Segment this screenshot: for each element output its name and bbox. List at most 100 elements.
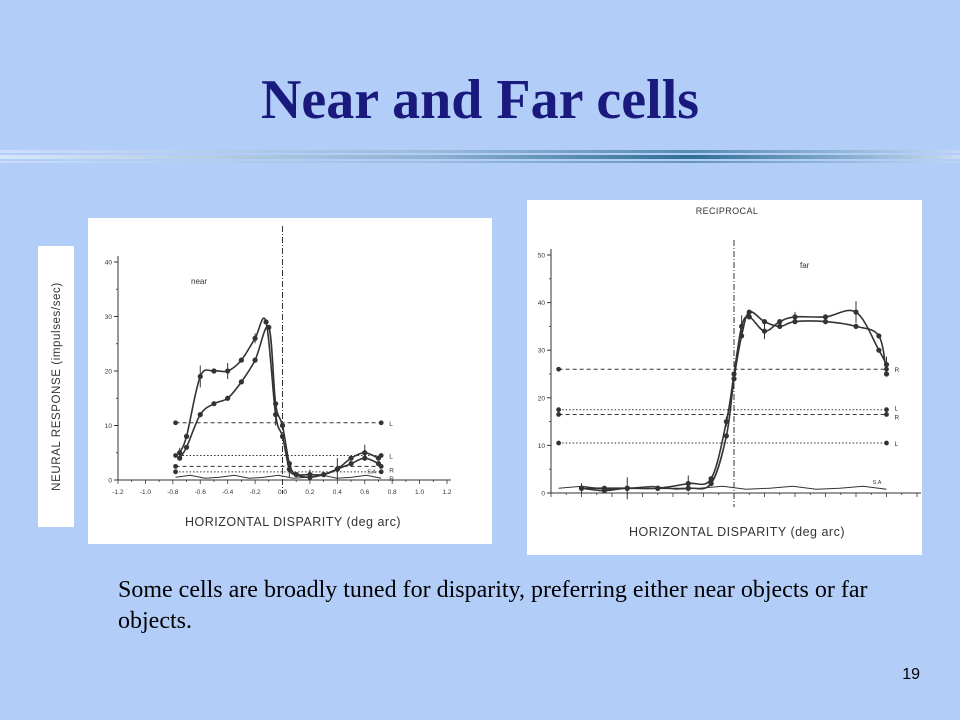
y-tick-label: 10 [538, 443, 546, 450]
monocular-level-point [556, 412, 562, 417]
x-tick-label: 0.4 [333, 489, 342, 496]
monocular-level-point [556, 407, 562, 413]
data-point [792, 319, 798, 325]
monocular-level-label: L [895, 441, 899, 448]
page-number: 19 [902, 666, 920, 683]
data-point [822, 319, 829, 325]
data-point [177, 455, 183, 461]
y-tick-label: 20 [538, 395, 546, 402]
data-point [761, 328, 768, 334]
x-tick-label: -0.2 [249, 489, 261, 496]
slide-caption: Some cells are broadly tuned for dispari… [118, 577, 868, 634]
data-point [252, 357, 258, 363]
x-tick-label: -1.0 [140, 489, 152, 496]
monocular-level-point [173, 420, 178, 426]
series-curve [178, 317, 379, 476]
data-point [746, 309, 752, 315]
y-axis-label-svg: NEURAL RESPONSE (impulses/sec) [51, 282, 63, 491]
y-tick-label: 20 [105, 369, 113, 376]
near-cell-chart-svg: 0 10 20 30 40 -1.2 -1.0 -0.8 -0.6 -0.4 -0.2 0.0 0.2 0… [105, 226, 452, 529]
data-point [348, 461, 354, 467]
x-tick-label: 1.2 [442, 489, 451, 496]
monocular-level-point [884, 412, 889, 417]
spontaneous-activity-label: S.A [367, 469, 376, 475]
data-point [708, 480, 714, 487]
monocular-level-label: R [895, 414, 900, 421]
x-tick-label: -1.2 [112, 489, 124, 496]
monocular-level-point [556, 440, 562, 446]
data-point [263, 319, 269, 325]
monocular-level-label: L [389, 453, 393, 460]
data-point [601, 488, 607, 494]
spontaneous-activity-label: S.A [873, 480, 882, 486]
data-point [731, 376, 737, 382]
y-tick-label: 10 [105, 423, 113, 430]
x-tick-label: 1.0 [415, 489, 424, 496]
data-point [293, 471, 299, 478]
far-x-axis-label: HORIZONTAL DISPARITY (deg arc) [629, 525, 845, 539]
near-chart-series [177, 317, 382, 481]
data-point [211, 401, 217, 407]
data-point [197, 412, 203, 418]
x-tick-label: 0.2 [305, 489, 314, 496]
data-point [362, 450, 368, 456]
y-tick-label: 40 [538, 300, 546, 307]
monocular-level-point [173, 469, 178, 475]
monocular-level-point [884, 440, 889, 446]
x-tick-label: -0.4 [222, 489, 234, 496]
data-point [723, 433, 729, 439]
data-point [876, 347, 882, 353]
data-point [177, 450, 183, 456]
near-chart-axes: 0 10 20 30 40 -1.2 -1.0 -0.8 -0.6 -0.4 -0.2 0.0 0.2 0… [105, 226, 452, 496]
data-point [266, 324, 272, 330]
data-point [746, 314, 752, 320]
data-point [685, 485, 691, 491]
near-x-axis-label: HORIZONTAL DISPARITY (deg arc) [185, 515, 401, 529]
data-point [853, 309, 859, 315]
x-tick-label: 0.0 [278, 489, 287, 496]
data-point [348, 455, 354, 461]
data-point [375, 455, 382, 461]
x-tick-label: -0.8 [167, 489, 179, 496]
x-tick-label: -0.6 [195, 489, 207, 496]
near-panel-label: near [191, 277, 207, 286]
monocular-level-point [556, 366, 562, 372]
data-point [279, 422, 286, 429]
data-point [883, 371, 890, 377]
data-point [792, 314, 798, 320]
data-point [739, 333, 745, 339]
monocular-level-label: R [895, 367, 900, 374]
x-tick-label: 0.6 [360, 489, 369, 496]
monocular-level-point [173, 463, 178, 469]
monocular-level-label: R [389, 467, 394, 474]
data-point [853, 323, 859, 329]
data-point [777, 323, 783, 329]
slide-title: Near and Far cells [260, 69, 700, 131]
data-point [624, 485, 630, 491]
data-point [225, 368, 231, 374]
y-tick-label: 30 [538, 348, 546, 355]
data-point [334, 466, 340, 472]
monocular-level-point [378, 469, 384, 475]
monocular-level-label: R [389, 476, 394, 483]
data-point [183, 444, 190, 450]
far-cell-chart: RECIPROCAL 0 10 20 30 40 50 R L R L S.A far HORIZ… [527, 200, 922, 555]
far-chart-axes: 0 10 20 30 40 50 [538, 240, 921, 507]
data-point [723, 419, 729, 425]
data-point [685, 480, 691, 487]
data-point [655, 485, 661, 491]
data-point [307, 474, 313, 480]
far-chart-title: RECIPROCAL [696, 206, 759, 216]
data-point [876, 333, 882, 339]
data-point [238, 379, 244, 385]
x-tick-label: 0.8 [388, 489, 397, 496]
data-point [252, 335, 258, 341]
y-tick-label: 40 [105, 260, 113, 267]
title-divider [0, 150, 960, 163]
data-point [822, 314, 829, 320]
monocular-level-label: L [389, 421, 393, 428]
y-tick-label: 30 [105, 314, 113, 321]
far-panel-label: far [800, 261, 810, 270]
